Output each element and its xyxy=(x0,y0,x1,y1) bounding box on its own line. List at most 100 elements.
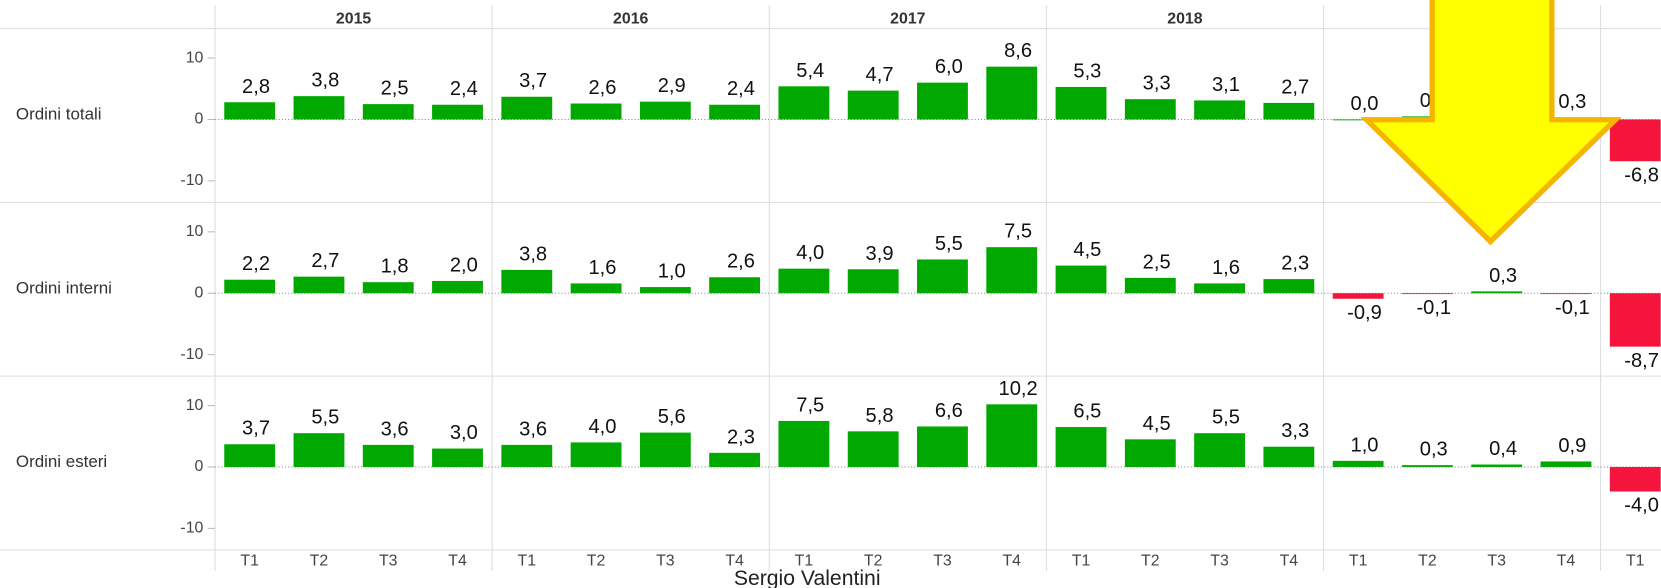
bar xyxy=(1263,446,1315,467)
row-label: Ordini totali xyxy=(16,105,102,124)
bar xyxy=(1540,461,1592,467)
x-tick-label: T1 xyxy=(1349,553,1368,570)
value-label: 3,0 xyxy=(450,422,478,444)
bar xyxy=(1401,465,1453,467)
value-label: -0,9 xyxy=(1347,302,1382,324)
value-label: 3,9 xyxy=(866,243,894,265)
bar xyxy=(1471,291,1523,294)
value-label: -8,7 xyxy=(1624,350,1659,372)
y-tick-label: 0 xyxy=(195,458,204,475)
value-label: 3,8 xyxy=(311,70,339,92)
bar xyxy=(639,101,691,120)
x-tick-label: T3 xyxy=(656,553,675,570)
bar xyxy=(1401,293,1453,295)
value-label: 1,8 xyxy=(381,256,409,278)
bar xyxy=(709,452,761,467)
value-label: 2,3 xyxy=(727,426,755,448)
bar xyxy=(917,426,968,467)
row-label: Ordini interni xyxy=(16,278,112,297)
bar xyxy=(709,104,761,120)
value-label: 1,6 xyxy=(1212,257,1240,279)
value-label: 3,6 xyxy=(519,418,547,440)
y-tick-label: 10 xyxy=(186,223,204,240)
value-label: 2,4 xyxy=(727,78,755,100)
bar xyxy=(917,82,968,120)
value-label: 2,9 xyxy=(658,75,686,97)
bar xyxy=(1332,460,1384,467)
bar xyxy=(362,444,414,467)
value-label: 2,5 xyxy=(1143,251,1171,273)
value-label: 5,3 xyxy=(1073,60,1101,82)
y-tick-label: 10 xyxy=(186,49,204,66)
value-label: 4,7 xyxy=(866,64,894,86)
value-label: 2,5 xyxy=(381,78,409,100)
value-label: 1,0 xyxy=(1351,434,1379,456)
x-tick-label: T1 xyxy=(1072,553,1091,570)
bar xyxy=(501,444,553,467)
bar xyxy=(986,66,1038,120)
bar xyxy=(1263,102,1315,120)
bar xyxy=(1194,433,1246,467)
x-tick-label: T1 xyxy=(518,553,537,570)
value-label: 2,4 xyxy=(450,78,478,100)
bar xyxy=(639,432,691,467)
x-tick-label: T4 xyxy=(448,553,467,570)
value-label: 6,0 xyxy=(935,56,963,78)
value-label: -6,8 xyxy=(1624,164,1659,186)
bar xyxy=(1609,293,1661,347)
bar xyxy=(1124,99,1176,120)
y-tick-label: 10 xyxy=(186,397,204,414)
x-tick-label: T3 xyxy=(379,553,398,570)
value-label: -0,1 xyxy=(1555,297,1590,319)
bar xyxy=(778,420,830,467)
value-label: 2,2 xyxy=(242,253,270,275)
bar xyxy=(1332,119,1384,121)
bar xyxy=(362,104,414,120)
value-label: 5,8 xyxy=(866,405,894,427)
x-tick-label: T1 xyxy=(240,553,259,570)
bar xyxy=(570,442,622,467)
bar xyxy=(709,277,761,294)
value-label: 5,5 xyxy=(935,233,963,255)
x-tick-label: T3 xyxy=(1210,553,1229,570)
value-label: 2,6 xyxy=(588,77,616,99)
bar xyxy=(1055,427,1107,467)
value-label: 3,7 xyxy=(242,418,270,440)
bar xyxy=(778,268,830,294)
year-label: 2016 xyxy=(613,10,648,27)
x-tick-label: T1 xyxy=(795,553,814,570)
value-label: 0,3 xyxy=(1420,439,1448,461)
year-label: 2017 xyxy=(890,10,925,27)
bar xyxy=(1055,86,1107,120)
y-tick-label: 0 xyxy=(195,284,204,301)
value-label: 4,0 xyxy=(796,242,824,264)
x-tick-label: T4 xyxy=(725,553,744,570)
year-label: 2015 xyxy=(336,10,371,27)
value-label: 0,9 xyxy=(1558,435,1586,457)
bar xyxy=(1055,265,1107,294)
footer: Sergio Valentini xyxy=(734,567,881,588)
value-label: 3,3 xyxy=(1281,420,1309,442)
y-tick-label: -10 xyxy=(180,346,203,363)
value-label: 0,0 xyxy=(1351,93,1379,115)
value-label: 5,6 xyxy=(658,406,686,428)
y-tick-label: -10 xyxy=(180,172,203,189)
x-tick-label: T4 xyxy=(1280,553,1299,570)
bar xyxy=(432,448,483,467)
bar xyxy=(224,444,276,467)
x-tick-label: T1 xyxy=(1626,553,1645,570)
bar xyxy=(1124,439,1176,467)
bar xyxy=(639,287,691,294)
value-label: 4,5 xyxy=(1073,239,1101,261)
bar xyxy=(1471,464,1523,467)
x-tick-label: T3 xyxy=(933,553,952,570)
value-label: 2,6 xyxy=(727,251,755,273)
bar xyxy=(293,96,345,120)
value-label: 2,0 xyxy=(450,254,478,276)
bar xyxy=(1609,466,1661,492)
bar xyxy=(1194,283,1246,294)
value-label: 1,6 xyxy=(588,257,616,279)
value-label: 10,2 xyxy=(999,378,1038,400)
